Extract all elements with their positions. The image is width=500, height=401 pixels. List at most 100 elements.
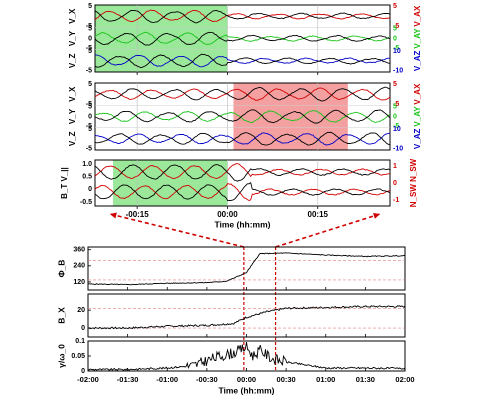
right-tick-label: 5 <box>393 81 397 88</box>
zoom-arrow-head <box>373 212 380 219</box>
zoom-arrow-line <box>275 213 381 248</box>
left-axis-label: V_Y <box>68 30 77 46</box>
x-tick-label: 00:00 <box>217 210 238 219</box>
left-axis-label: V_Y <box>68 108 77 124</box>
y-tick-label: 360 <box>73 247 85 254</box>
y-tick-label: 120 <box>73 279 85 286</box>
right-tick-label: -5 <box>393 101 399 108</box>
left-tick-label: 5 <box>88 48 92 55</box>
right-tick-label: 0 <box>393 180 397 187</box>
wave-series-alfven <box>94 31 390 45</box>
left-tick-label: 0 <box>88 186 92 193</box>
right-tick-label: -5 <box>393 45 399 52</box>
left-tick-label: -5 <box>86 45 92 52</box>
y-tick-label: 0 <box>81 368 85 375</box>
left-tick-label: -0.5 <box>80 199 92 206</box>
y-tick-label: 240 <box>73 263 85 270</box>
x-tick-label: -01:30 <box>117 375 139 384</box>
right-tick-label: 0 <box>393 113 397 120</box>
x-tick-label: 01:00 <box>316 375 335 384</box>
panel-frame <box>87 340 406 372</box>
top-panel-3: 1.0 0.5 0 -0.5 1 0 -1 B_T V_|| N_SW N_SW -00:15 00… <box>60 158 418 229</box>
wave-series-velocity <box>94 53 391 69</box>
left-tick-label: -5 <box>86 101 92 108</box>
wave-series-velocity <box>94 86 391 102</box>
x-tick-label: 00:00 <box>237 375 256 384</box>
left-tick-label: 1.0 <box>82 161 92 168</box>
wave-series-density <box>94 183 391 201</box>
x-tick-label: -00:30 <box>196 375 218 384</box>
left-axis-label: V_Z <box>68 53 77 68</box>
wave-series-velocity <box>94 109 391 124</box>
y-axis-label: B_X <box>56 307 66 324</box>
y-tick-label: 0 <box>81 325 85 332</box>
right-axis-label: V_AZ <box>413 128 422 149</box>
right-tick-label: -1 <box>393 197 399 204</box>
series-line <box>87 342 406 371</box>
wave-series-alfven <box>94 9 391 23</box>
highlight-region <box>113 160 228 206</box>
right-tick-label: -5 <box>393 123 399 130</box>
left-tick-label: 5 <box>88 126 92 133</box>
x-axis-title: Time (hh:mm) <box>218 385 274 395</box>
right-axis-label: V_AY <box>413 106 422 127</box>
left-tick-label: 5 <box>88 81 92 88</box>
top-panel-1: V_X5-55-5 V_AXV_Y50-550-5V_AYV_Z5-510-10 V… <box>68 3 422 75</box>
series-line <box>87 252 406 286</box>
right-axis-label: V_AZ <box>413 50 422 71</box>
left-tick-label: 5 <box>88 3 92 10</box>
left-tick-label: 5 <box>88 104 92 111</box>
zoom-arrow-head <box>110 212 117 219</box>
x-tick-label: -00:15 <box>126 210 150 219</box>
wave-series-alfven <box>95 54 390 68</box>
left-axis-label: V_Z <box>68 131 77 146</box>
y-axis-label: Φ_B <box>56 260 66 278</box>
left-tick-label: 0.5 <box>82 174 92 181</box>
wave-series-velocity <box>94 131 391 146</box>
wave-series-alfven <box>94 87 391 101</box>
series-line <box>87 305 406 330</box>
y-tick-label: 0.05 <box>71 353 85 360</box>
left-tick-label: 0 <box>88 113 92 120</box>
bottom-growth-panel: 0.1 0.05 0 γ/ω_0 -02:00 -01:30 -01:00 -00:30 00:… <box>56 338 414 395</box>
panel-frame <box>94 82 391 151</box>
left-tick-label: -5 <box>86 123 92 130</box>
x-tick-label: 01:30 <box>356 375 375 384</box>
wave-series-field <box>94 181 391 202</box>
right-tick-label: -10 <box>393 68 403 75</box>
panel-frame <box>87 293 406 338</box>
wave-series-field <box>94 164 391 182</box>
x-tick-label: 00:15 <box>308 210 329 219</box>
x-axis-title: Time (hh:mm) <box>214 219 270 229</box>
right-tick-label: 0 <box>393 35 397 42</box>
wave-series-alfven <box>94 132 391 146</box>
right-tick-label: 10 <box>393 126 401 133</box>
left-tick-label: -5 <box>86 146 92 153</box>
right-tick-label: -10 <box>393 146 403 153</box>
panel-frame <box>94 159 391 207</box>
right-tick-label: 5 <box>393 26 397 33</box>
left-axis-label: V_X <box>68 86 77 102</box>
panel-frame <box>87 246 406 291</box>
right-tick-label: 5 <box>393 3 397 10</box>
x-tick-label: -01:00 <box>156 375 178 384</box>
wave-series-density <box>94 163 391 180</box>
bottom-bx-panel: 20 0 B_X <box>56 293 406 338</box>
wave-series-velocity <box>94 31 391 46</box>
right-tick-label: 1 <box>393 163 397 170</box>
left-tick-label: 5 <box>88 26 92 33</box>
highlight-region <box>233 83 348 150</box>
y-tick-label: 0.1 <box>75 338 85 345</box>
wave-series-alfven <box>94 110 391 124</box>
x-tick-label: 02:00 <box>395 375 414 384</box>
right-tick-label: 5 <box>393 104 397 111</box>
right-axis-label: V_AX <box>413 83 422 105</box>
right-axis-label: V_AY <box>413 28 422 49</box>
y-tick-label: 20 <box>77 307 85 314</box>
bottom-phi-panel: 360 240 120 Φ_B <box>56 246 406 291</box>
x-tick-label: 00:30 <box>277 375 296 384</box>
highlight-region <box>95 5 228 72</box>
left-tick-label: -5 <box>86 23 92 30</box>
y-axis-label: γ/ω_0 <box>56 344 66 368</box>
